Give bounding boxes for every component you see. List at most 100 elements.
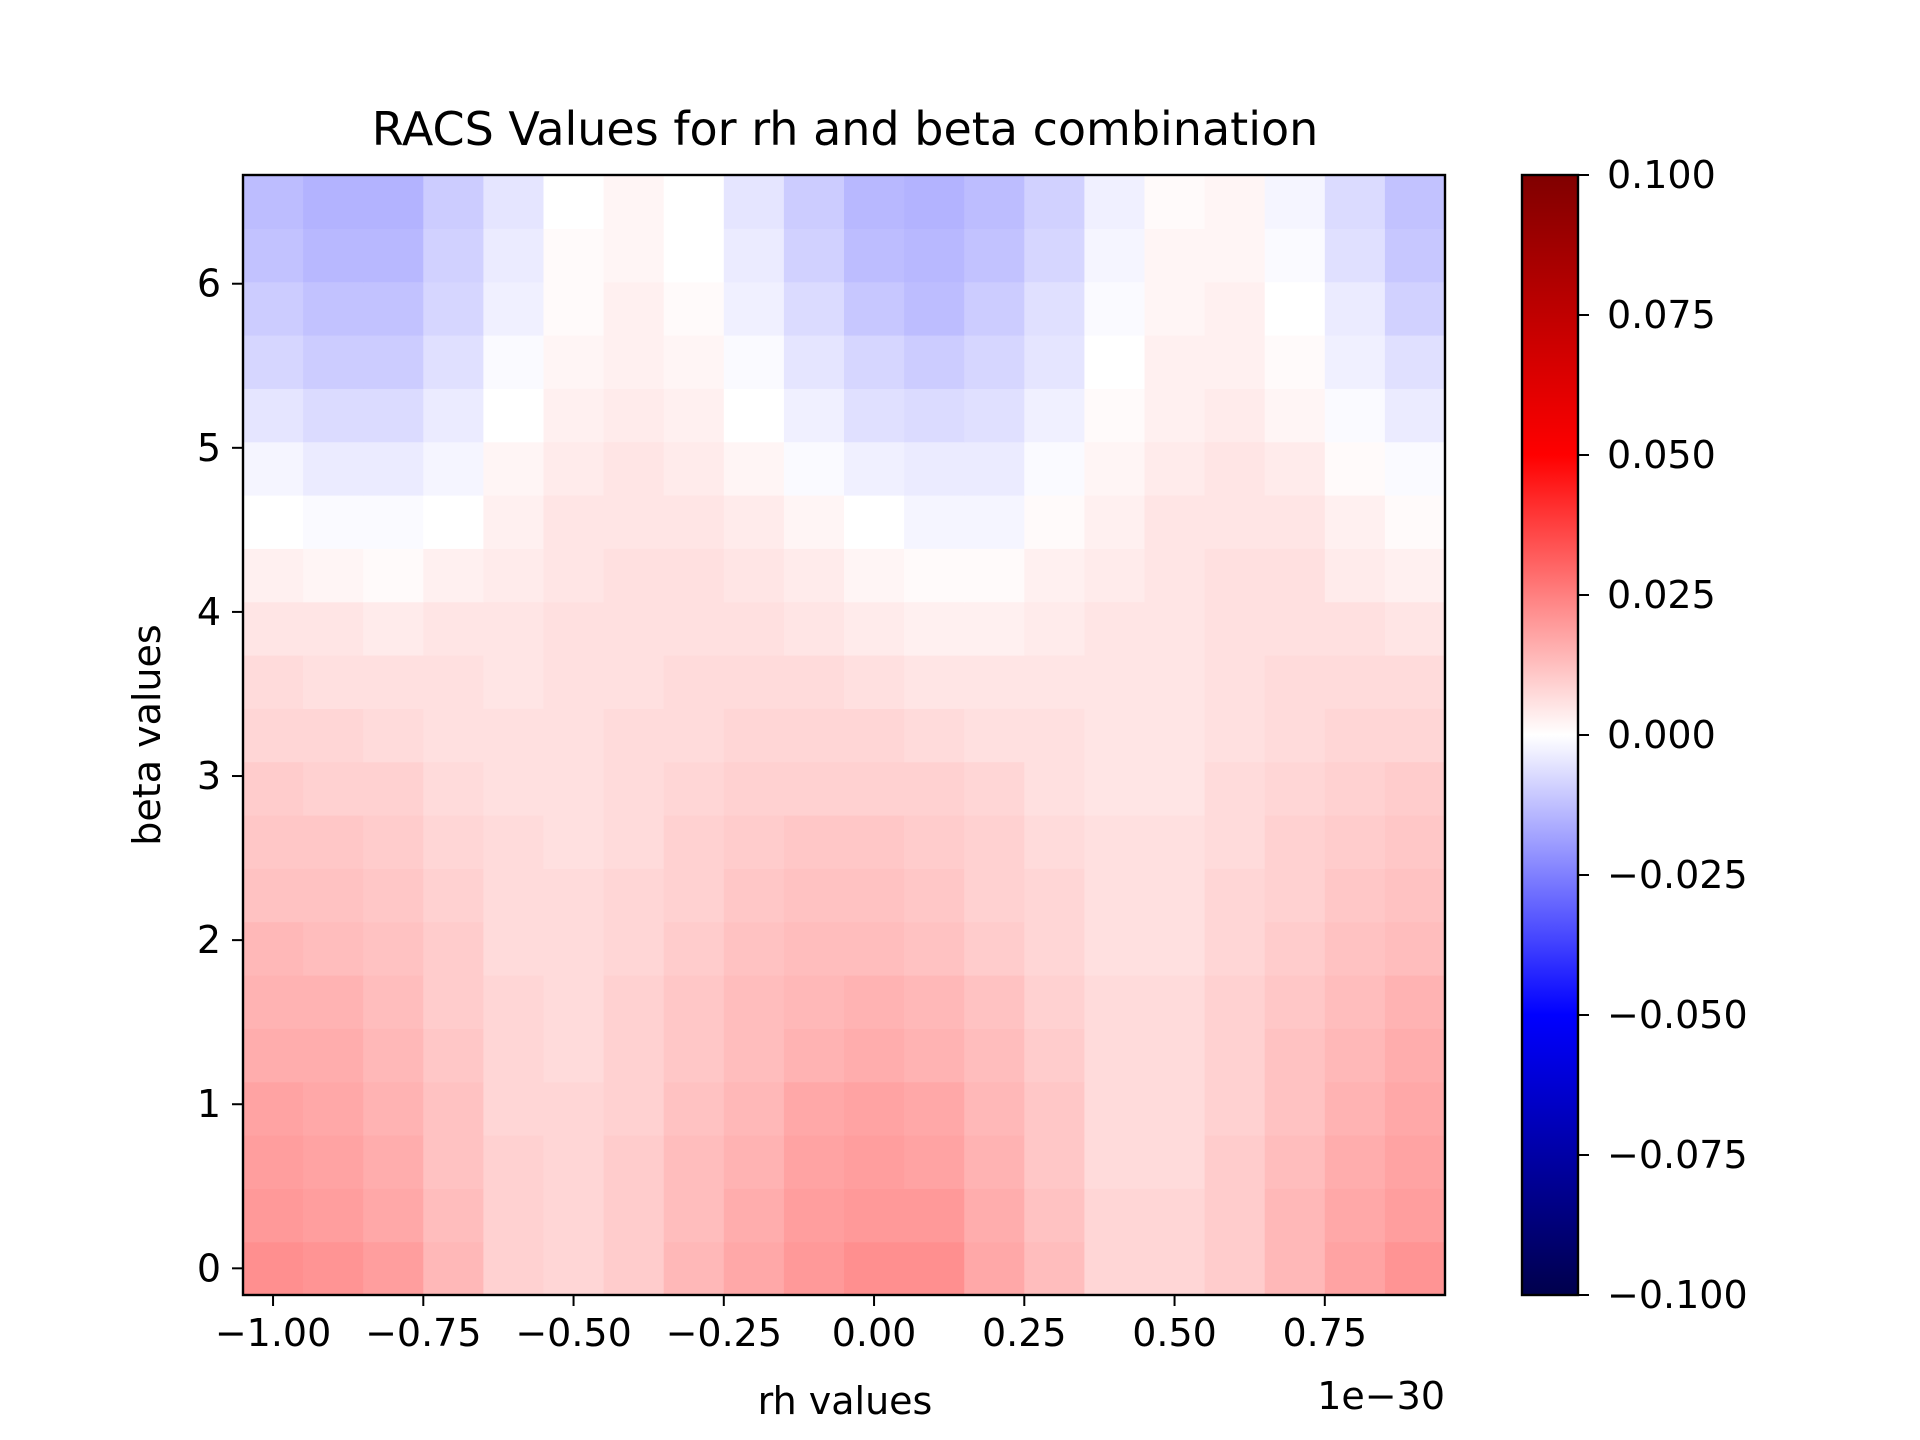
heatmap-cell (964, 1188, 1025, 1243)
colorbar-tick-label: −0.050 (1607, 993, 1748, 1037)
heatmap-cell (603, 175, 665, 229)
heatmap-cell (964, 655, 1025, 709)
heatmap-cell (543, 175, 605, 229)
heatmap-cell (1384, 175, 1446, 229)
heatmap-cell (603, 335, 665, 389)
heatmap-cell (964, 548, 1025, 603)
heatmap-cell (603, 495, 665, 549)
heatmap-cell (844, 281, 905, 336)
heatmap-cell (663, 1135, 725, 1189)
x-tick-label: 0.50 (1132, 1311, 1217, 1355)
heatmap-cell (1144, 335, 1206, 389)
heatmap-cell (964, 228, 1025, 283)
heatmap-cell (483, 281, 545, 336)
heatmap-cell (844, 815, 905, 869)
heatmap-cell (243, 601, 304, 656)
heatmap-cell (1324, 761, 1386, 816)
heatmap-cell (1324, 1081, 1386, 1136)
heatmap-cell (663, 761, 725, 816)
heatmap-cell (1084, 815, 1146, 869)
heatmap-cell (543, 1188, 605, 1243)
heatmap-cell (1024, 708, 1085, 763)
heatmap-cell (904, 601, 965, 656)
heatmap-cell (964, 335, 1025, 389)
heatmap-cell (303, 228, 364, 283)
heatmap-cell (483, 1241, 545, 1296)
heatmap-cell (783, 1081, 845, 1136)
heatmap-cell (904, 1135, 965, 1189)
plot-area-frame (241, 173, 1447, 1297)
heatmap-cell (904, 708, 965, 763)
heatmap-cell (783, 708, 845, 763)
x-tick-label: 0.25 (982, 1311, 1067, 1355)
heatmap-cell (363, 708, 424, 763)
heatmap-cell (1144, 548, 1206, 603)
heatmap-cell (303, 441, 364, 496)
heatmap-cell (303, 868, 364, 923)
heatmap-cell (1324, 335, 1386, 389)
heatmap-cell (1384, 708, 1446, 763)
heatmap-cell (423, 1188, 484, 1243)
heatmap-cell (243, 175, 304, 229)
heatmap-cell (303, 815, 364, 869)
y-axis-label: beta values (125, 624, 169, 845)
heatmap-cell (723, 655, 785, 709)
heatmap-cell (904, 495, 965, 549)
heatmap-cell (723, 708, 785, 763)
heatmap-cell (904, 655, 965, 709)
heatmap-cell (483, 335, 545, 389)
heatmap-cell (1084, 228, 1146, 283)
heatmap-cell (1024, 815, 1085, 869)
heatmap-cell (783, 548, 845, 603)
heatmap-cell (723, 495, 785, 549)
heatmap-cell (1204, 655, 1266, 709)
heatmap-cell (1084, 708, 1146, 763)
heatmap-cell (423, 761, 484, 816)
heatmap-cell (844, 1188, 905, 1243)
heatmap-cell (243, 1081, 304, 1136)
heatmap-cell (483, 1135, 545, 1189)
heatmap-cell (723, 228, 785, 283)
heatmap-cell (723, 281, 785, 336)
heatmap-cell (363, 1135, 424, 1189)
heatmap-cell (543, 335, 605, 389)
heatmap-cell (363, 281, 424, 336)
heatmap-cell (1084, 975, 1146, 1029)
heatmap-cell (363, 335, 424, 389)
heatmap-cell (303, 1028, 364, 1083)
heatmap-cell (844, 1081, 905, 1136)
heatmap-cell (1144, 1135, 1206, 1189)
heatmap-cell (423, 921, 484, 976)
heatmap-cell (303, 975, 364, 1029)
heatmap-cell (1204, 1241, 1266, 1296)
y-tick-label: 6 (197, 262, 221, 306)
heatmap-cell (1324, 281, 1386, 336)
heatmap-cell (1204, 975, 1266, 1029)
heatmap-cell (783, 228, 845, 283)
heatmap-cell (1084, 1241, 1146, 1296)
heatmap-cell (1264, 1188, 1326, 1243)
heatmap-cell (904, 921, 965, 976)
heatmap-cell (363, 868, 424, 923)
heatmap-cell (303, 495, 364, 549)
heatmap-cell (783, 1135, 845, 1189)
heatmap-cell (1144, 921, 1206, 976)
colorbar-tick-label: −0.100 (1607, 1273, 1748, 1317)
heatmap-cell (543, 441, 605, 496)
heatmap-cell (423, 548, 484, 603)
heatmap-cell (783, 868, 845, 923)
x-tick-label: 0.75 (1282, 1311, 1367, 1355)
heatmap-cell (1144, 281, 1206, 336)
heatmap-cell (543, 601, 605, 656)
heatmap-cell (663, 868, 725, 923)
heatmap-cell (1384, 1081, 1446, 1136)
heatmap-cell (1264, 708, 1326, 763)
heatmap-cell (1324, 868, 1386, 923)
heatmap-cell (844, 1028, 905, 1083)
heatmap-cell (663, 281, 725, 336)
heatmap-cell (1264, 1028, 1326, 1083)
heatmap-cell (243, 388, 304, 443)
heatmap-cell (603, 655, 665, 709)
heatmap-cell (483, 1081, 545, 1136)
